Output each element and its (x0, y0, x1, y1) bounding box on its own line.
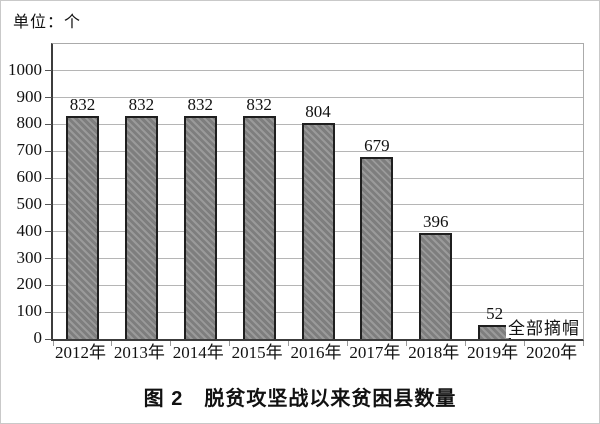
bar-value-label: 832 (187, 95, 213, 114)
x-label-2013年: 2013年 (113, 343, 165, 362)
unit-label: 单位：个 (13, 14, 82, 31)
bar-value-label: 396 (423, 212, 449, 231)
y-tick-label-800: 800 (16, 113, 43, 133)
x-tick-3 (229, 341, 231, 346)
bar-slot-2012年: 832 (53, 44, 112, 339)
y-tick-label-0: 0 (33, 328, 43, 347)
gridline-1000 (53, 70, 583, 72)
bar-slot-2019年: 52 (465, 44, 524, 339)
y-tick-label-200: 200 (16, 274, 43, 294)
x-label-2020年: 2020年 (526, 343, 578, 362)
x-label-2018年: 2018年 (408, 343, 460, 362)
bar-slot-2017年: 679 (347, 44, 406, 339)
y-tick-label-1000: 1000 (8, 59, 42, 79)
y-tick-700 (45, 150, 52, 152)
y-axis-labels: 0 100 200 300 400 500 600 700 800 900 1000 (1, 43, 45, 346)
x-label-2014年: 2014年 (172, 343, 224, 362)
bar-value-label: 832 (246, 95, 272, 114)
plot-area: 832 832 832 832 804 679 396 52 全部摘帽 (45, 43, 584, 346)
y-tick-label-400: 400 (16, 220, 43, 240)
y-tick-label-500: 500 (16, 193, 43, 213)
y-tick-900 (45, 97, 52, 99)
bar-slot-2020年 (524, 44, 583, 339)
x-label-2015年: 2015年 (231, 343, 283, 362)
y-tick-label-100: 100 (16, 301, 43, 321)
y-tick-0 (45, 338, 52, 340)
y-tick-label-300: 300 (16, 247, 43, 267)
y-tick-600 (45, 177, 52, 179)
bar-value-label: 804 (305, 102, 331, 121)
bar-slot-2014年: 832 (171, 44, 230, 339)
x-tick-1 (111, 341, 113, 346)
bar-2013年 (124, 116, 158, 339)
x-label-2016年: 2016年 (290, 343, 342, 362)
bar-slot-2015年: 832 (230, 44, 289, 339)
x-tick-0 (52, 341, 54, 346)
y-tick-800 (45, 123, 52, 125)
x-label-2019年: 2019年 (467, 343, 519, 362)
y-tick-label-900: 900 (16, 86, 43, 106)
x-label-2017年: 2017年 (349, 343, 401, 362)
y-tick-1000 (45, 70, 52, 72)
y-tick-200 (45, 284, 52, 286)
y-tick-500 (45, 204, 52, 206)
bars-container: 832 832 832 832 804 679 396 52 (53, 44, 583, 339)
bar-slot-2013年: 832 (112, 44, 171, 339)
y-tick-100 (45, 311, 52, 313)
y-tick-300 (45, 258, 52, 260)
gridline-900 (53, 97, 583, 99)
x-label-2012年: 2012年 (54, 343, 106, 362)
x-tick-5 (346, 341, 348, 346)
bar-value-label: 679 (364, 136, 390, 155)
bar-2016年 (301, 123, 335, 339)
bar-value-label: 832 (128, 95, 155, 114)
bar-slot-2016年: 804 (289, 44, 348, 339)
bar-slot-2018年: 396 (406, 44, 465, 339)
bar-2014年 (183, 116, 217, 339)
annotation-label: 全部摘帽 (506, 319, 580, 338)
bar-2012年 (65, 116, 99, 339)
bar-2018年 (419, 233, 453, 339)
x-tick-4 (288, 341, 290, 346)
bar-2015年 (242, 116, 276, 339)
chart-caption: 图 2 脱贫攻坚战以来贫困县数量 (143, 388, 457, 410)
x-tick-8 (523, 341, 525, 346)
y-tick-label-600: 600 (16, 167, 43, 187)
y-tick-400 (45, 231, 52, 233)
y-tick-label-700: 700 (16, 140, 43, 160)
x-tick-6 (405, 341, 407, 346)
bar-2017年 (360, 157, 394, 339)
x-axis-labels: 2012年 2013年 2014年 2015年 2016年 2017年 2018年 2019年… (51, 344, 581, 362)
bar-value-label: 52 (486, 304, 504, 323)
bar-value-label: 832 (69, 95, 96, 114)
x-tick-2 (170, 341, 172, 346)
x-tick-7 (464, 341, 466, 346)
x-tick-9 (582, 341, 584, 346)
